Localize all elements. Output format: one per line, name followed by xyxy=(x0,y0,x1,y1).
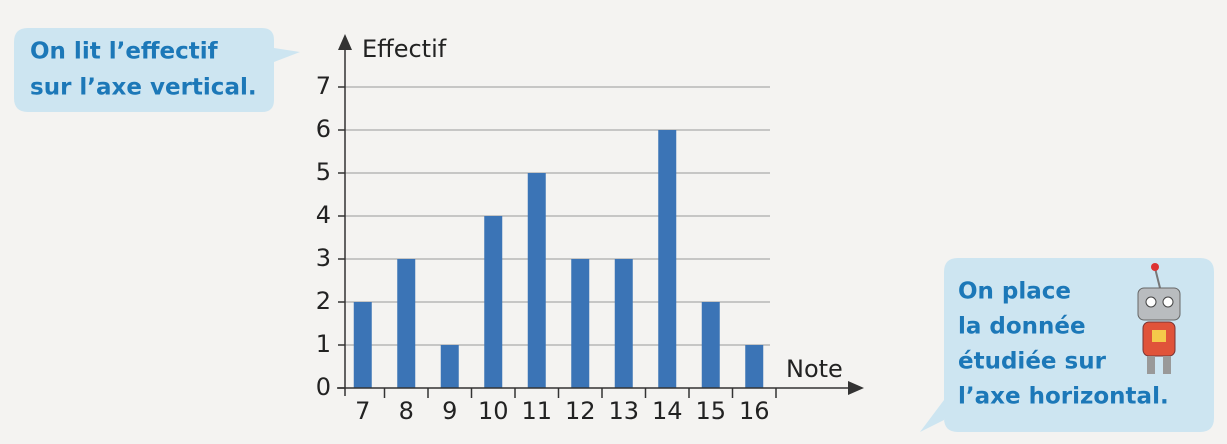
annotation: l’axe horizontal. xyxy=(958,384,1169,410)
x-tick-label: 11 xyxy=(521,397,552,425)
x-axis-label: Note xyxy=(786,355,843,383)
x-tick-label: 8 xyxy=(399,397,414,425)
y-tick-label: 2 xyxy=(316,287,331,315)
callout-left xyxy=(14,28,300,112)
y-tick-label: 7 xyxy=(316,72,331,100)
y-axis-label: Effectif xyxy=(362,35,447,63)
bar xyxy=(397,259,416,388)
x-tick-label: 12 xyxy=(565,397,596,425)
x-tick-label: 7 xyxy=(355,397,370,425)
x-tick-label: 13 xyxy=(608,397,639,425)
bar xyxy=(701,302,720,388)
annotation: étudiée sur xyxy=(958,349,1107,375)
bar xyxy=(527,173,546,388)
bar xyxy=(484,216,503,388)
bar xyxy=(353,302,372,388)
x-tick-label: 14 xyxy=(652,397,683,425)
bar xyxy=(745,345,764,388)
y-arrow xyxy=(338,34,352,50)
x-tick-label: 15 xyxy=(695,397,726,425)
x-arrow xyxy=(848,381,864,395)
y-tick-label: 5 xyxy=(316,158,331,186)
robot-icon xyxy=(1137,263,1181,374)
bar xyxy=(571,259,590,388)
bar xyxy=(614,259,633,388)
bar xyxy=(658,130,677,388)
x-tick-label: 16 xyxy=(739,397,770,425)
y-tick-label: 1 xyxy=(316,330,331,358)
y-tick-label: 0 xyxy=(316,373,331,401)
annotation: sur l’axe vertical. xyxy=(30,75,257,101)
y-tick-label: 6 xyxy=(316,115,331,143)
y-tick-label: 4 xyxy=(316,201,331,229)
annotation: On place xyxy=(958,279,1071,305)
x-tick-label: 9 xyxy=(442,397,457,425)
x-tick-label: 10 xyxy=(478,397,509,425)
annotation: On lit l’effectif xyxy=(30,39,219,65)
bar xyxy=(440,345,459,388)
y-tick-label: 3 xyxy=(316,244,331,272)
annotation: la donnée xyxy=(958,314,1086,340)
